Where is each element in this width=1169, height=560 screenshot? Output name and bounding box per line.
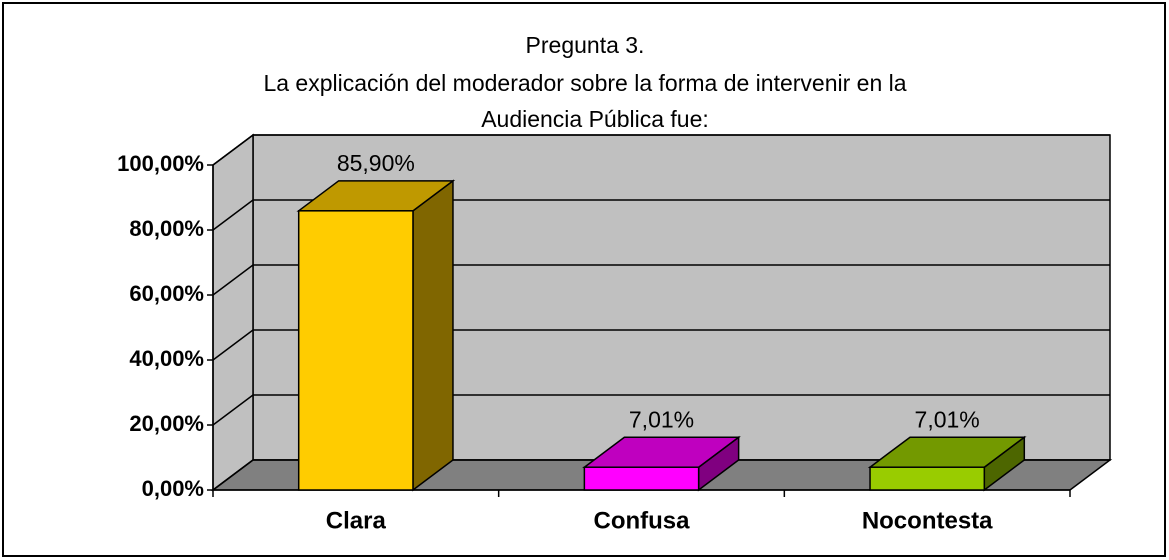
y-tick-label: 0,00%: [142, 476, 204, 501]
chart-title: Audiencia Pública fue:: [481, 106, 709, 132]
grid-line: [212, 199, 1110, 231]
bar-side: [412, 179, 454, 492]
y-tick-label: 100,00%: [117, 151, 204, 176]
grid-line: [212, 264, 1110, 296]
y-tick-label: 40,00%: [129, 346, 204, 371]
grid-line: [212, 134, 1110, 166]
x-tick-label: Nocontesta: [862, 507, 993, 534]
grid-line: [212, 394, 1110, 426]
grid-line: [212, 459, 1110, 491]
value-label: 7,01%: [915, 406, 980, 432]
y-tick-label: 60,00%: [129, 281, 204, 306]
chart-title: Pregunta 3.: [526, 32, 645, 58]
y-tick-label: 20,00%: [129, 411, 204, 436]
chart-title: La explicación del moderador sobre la fo…: [263, 70, 906, 96]
bar: [297, 210, 414, 491]
x-tick-label: Confusa: [594, 507, 691, 534]
grid-line: [212, 329, 1110, 361]
x-tick-label: Clara: [326, 507, 387, 534]
value-label: 85,90%: [337, 150, 415, 176]
bar: [583, 466, 700, 491]
bar: [869, 466, 986, 491]
y-tick-label: 80,00%: [129, 216, 204, 241]
value-label: 7,01%: [629, 406, 694, 432]
side-wall: [212, 133, 254, 492]
